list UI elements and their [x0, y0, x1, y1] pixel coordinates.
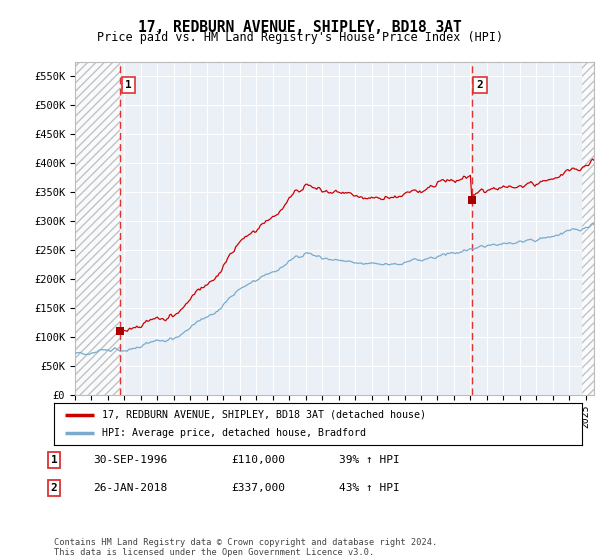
Text: 30-SEP-1996: 30-SEP-1996 — [93, 455, 167, 465]
Text: 2: 2 — [50, 483, 58, 493]
Text: 39% ↑ HPI: 39% ↑ HPI — [339, 455, 400, 465]
Text: 1: 1 — [50, 455, 58, 465]
Text: 43% ↑ HPI: 43% ↑ HPI — [339, 483, 400, 493]
Text: £110,000: £110,000 — [231, 455, 285, 465]
Bar — [75, 62, 121, 395]
Text: 26-JAN-2018: 26-JAN-2018 — [93, 483, 167, 493]
Text: 17, REDBURN AVENUE, SHIPLEY, BD18 3AT (detached house): 17, REDBURN AVENUE, SHIPLEY, BD18 3AT (d… — [101, 410, 425, 420]
Bar — [581, 62, 594, 395]
Text: Contains HM Land Registry data © Crown copyright and database right 2024.
This d: Contains HM Land Registry data © Crown c… — [54, 538, 437, 557]
Text: Price paid vs. HM Land Registry's House Price Index (HPI): Price paid vs. HM Land Registry's House … — [97, 31, 503, 44]
Text: £337,000: £337,000 — [231, 483, 285, 493]
Text: HPI: Average price, detached house, Bradford: HPI: Average price, detached house, Brad… — [101, 428, 365, 438]
Text: 1: 1 — [125, 80, 132, 90]
Text: 17, REDBURN AVENUE, SHIPLEY, BD18 3AT: 17, REDBURN AVENUE, SHIPLEY, BD18 3AT — [138, 20, 462, 35]
Text: 2: 2 — [476, 80, 483, 90]
